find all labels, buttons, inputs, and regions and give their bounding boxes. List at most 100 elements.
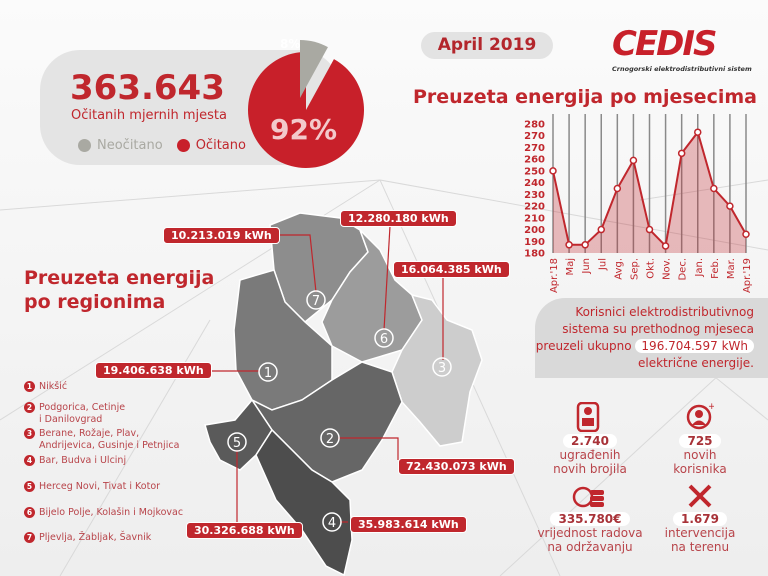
region-name: Bijelo Polje, Kolašin i Mojkovac <box>39 507 183 519</box>
region-2-kwh: 72.430.073 kWh <box>398 458 515 475</box>
stat-label: novih <box>683 448 717 462</box>
legend-swatch-read <box>176 139 190 152</box>
region-marker-1 <box>258 362 278 382</box>
region-name: Bar, Budva i Ulcinj <box>39 455 126 467</box>
region-marker-2 <box>320 428 340 448</box>
chart-title: Preuzeta energija po mjesecima <box>413 86 757 108</box>
summary-box <box>535 298 768 378</box>
stat-label: korisnika <box>673 462 727 476</box>
x-tick-label: Avg. <box>613 258 624 280</box>
y-tick-label: 180 <box>524 249 545 260</box>
summary-text: Korisnici elektrodistributivnog sistema … <box>536 304 754 372</box>
data-point <box>549 167 557 175</box>
regions-title: Preuzeta energija po regionima <box>24 266 214 314</box>
region-marker-5 <box>227 432 247 452</box>
svg-text:+: + <box>708 402 714 412</box>
summary-line: preuzeli ukupno <box>535 339 632 353</box>
area-fill <box>553 132 746 253</box>
stat-label: na održavanju <box>547 540 633 554</box>
data-point <box>694 128 702 136</box>
period-text: April 2019 <box>437 35 537 55</box>
region-marker-3 <box>432 357 452 377</box>
region-3[interactable] <box>391 293 483 447</box>
pie-slice-read <box>248 52 364 169</box>
x-tick-label: Sep. <box>629 258 640 280</box>
legend-read-label: Očitano <box>195 138 246 153</box>
region-number-badge: 5 <box>24 481 35 492</box>
x-tick-label: Okt. <box>646 258 657 279</box>
stat-value: 335.780€ <box>550 512 630 526</box>
x-tick-label: Apr.'18 <box>549 258 560 293</box>
y-tick-label: 250 <box>524 166 545 177</box>
stat-label: vrijednost radova <box>537 526 643 540</box>
region-marker-number: 5 <box>233 436 241 451</box>
summary-line: sistema su prethodnog mjeseca <box>562 322 754 336</box>
y-tick-label: 240 <box>524 178 545 189</box>
region-name-line: Andrijevica, Gusinje i Petnjica <box>39 440 180 451</box>
stat-value: 725 <box>679 434 721 448</box>
region-1-kwh: 19.406.638 kWh <box>95 362 212 379</box>
region-3-kwh: 16.064.385 kWh <box>393 261 510 278</box>
summary-line: električne energije. <box>638 356 754 370</box>
region-number-badge: 7 <box>24 532 35 543</box>
region-7-kwh: 10.213.019 kWh <box>163 227 280 244</box>
stat-interventions: 1.679 intervencija na terenu <box>655 512 745 554</box>
stat-value: 2.740 <box>563 434 617 448</box>
x-tick-label: Feb. <box>710 258 721 279</box>
region-marker-number: 7 <box>312 294 320 309</box>
summary-total: 196.704.597 kWh <box>635 339 754 353</box>
region-legend-item: 5 Herceg Novi, Tivat i Kotor <box>24 481 160 493</box>
x-tick-label: Jan. <box>694 258 705 278</box>
stat-label: ugrađenih <box>559 448 621 462</box>
stat-value: 1.679 <box>673 512 727 526</box>
region-legend-item: 3 Berane, Rožaje, Plav, Andrijevica, Gusin… <box>24 428 179 452</box>
new-user-icon: + <box>686 402 714 430</box>
data-point <box>581 241 589 249</box>
region-4-kwh: 35.983.614 kWh <box>350 516 467 533</box>
region-number-badge: 4 <box>24 455 35 466</box>
data-point <box>645 225 654 234</box>
legend-swatch-unread <box>78 139 91 152</box>
region-name-line: Herceg Novi, Tivat i Kotor <box>39 481 161 492</box>
y-tick-label: 220 <box>524 202 545 213</box>
pie-read-label: 92% <box>270 113 338 146</box>
coins-icon <box>572 486 604 508</box>
y-tick-label: 230 <box>524 190 545 201</box>
region-legend-item: 6 Bijelo Polje, Kolašin i Mojkovac <box>24 507 183 519</box>
pie-legend: Neočitano Očitano <box>78 138 246 153</box>
pie-unread-label: 8% <box>280 37 301 51</box>
region-legend-item: 4 Bar, Budva i Ulcinj <box>24 455 126 467</box>
region-legend-item: 7 Pljevlja, Žabljak, Šavnik <box>24 532 151 544</box>
x-tick-label: Maj <box>565 258 576 276</box>
y-tick-label: 190 <box>524 237 545 248</box>
region-name-line: Bar, Budva i Ulcinj <box>39 455 127 466</box>
data-point <box>565 241 573 249</box>
y-tick-label: 270 <box>524 143 545 154</box>
stat-label: na terenu <box>670 540 730 554</box>
data-point <box>629 156 638 165</box>
region-name-line: Berane, Rožaje, Plav, <box>39 428 140 439</box>
stat-new-meters: 2.740 ugrađenih novih brojila <box>545 434 635 476</box>
region-number-badge: 6 <box>24 507 35 518</box>
x-tick-label: Mar. <box>726 258 737 279</box>
data-point <box>677 149 686 158</box>
region-name-line: Podgorica, Cetinje <box>39 402 126 413</box>
region-5-kwh: 30.326.688 kWh <box>186 522 303 539</box>
region-name: Podgorica, Cetinje i Danilovgrad <box>39 402 125 426</box>
region-name: Herceg Novi, Tivat i Kotor <box>39 481 160 493</box>
legend-unread-label: Neočitano <box>97 138 163 153</box>
data-point <box>742 230 750 238</box>
region-name-line: i Danilovgrad <box>39 414 103 425</box>
pie-slice-unread <box>300 40 328 98</box>
y-tick-label: 280 <box>524 120 545 131</box>
x-tick-label: Nov. <box>662 258 673 280</box>
data-point <box>661 242 670 250</box>
regions-title-line: po regionima <box>24 291 166 313</box>
region-name-line: Bijelo Polje, Kolašin i Mojkovac <box>39 507 184 518</box>
y-tick-label: 270 <box>524 131 545 142</box>
x-tick-label: Jun <box>581 258 592 275</box>
region-marker-number: 6 <box>380 332 388 347</box>
monthly-energy-chart: Apr.'18 Maj Jun Jul Avg. Sep. Okt. Nov. Dec. Jan.… <box>524 114 753 293</box>
regions-title-line: Preuzeta energija <box>24 267 215 289</box>
